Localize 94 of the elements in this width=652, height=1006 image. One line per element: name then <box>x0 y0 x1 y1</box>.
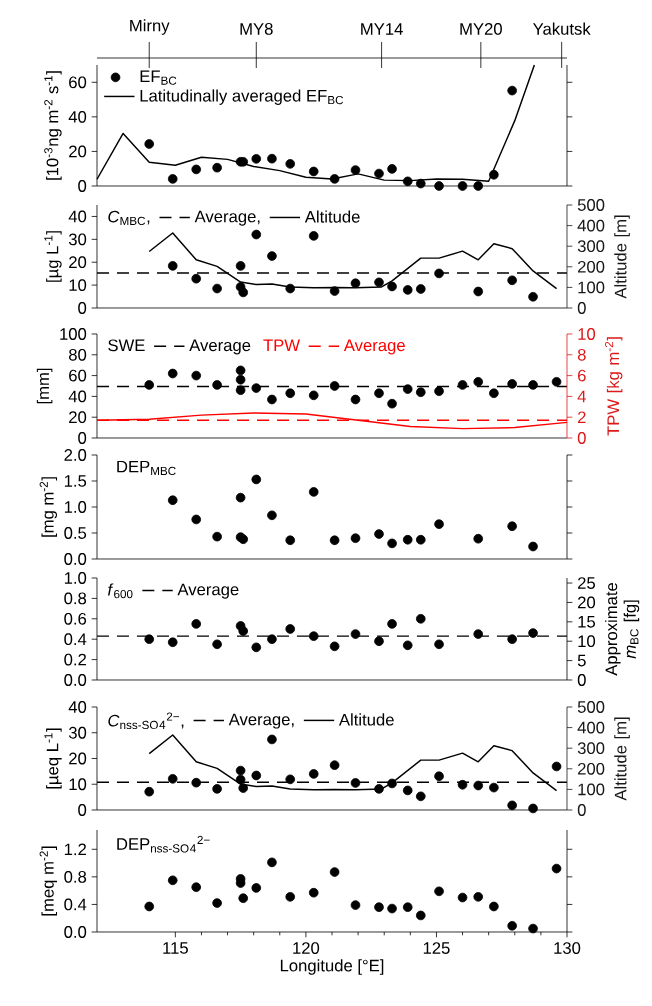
y2-axis-title: Altitude [m] <box>614 717 630 801</box>
y-tick-label: 0.6 <box>64 612 87 625</box>
y2-tick-label: 0 <box>577 432 586 444</box>
y2-tick-label: 20 <box>578 596 596 609</box>
y2-tick-label: 200 <box>578 762 605 775</box>
y2-tick-label: 0 <box>577 302 586 314</box>
y2-tick-label: 15 <box>578 616 596 628</box>
y-axis-title: [µg L$^{-1}$] <box>44 231 62 282</box>
legend-label: Latitudinally averaged EF$_{BC}$ <box>140 89 344 105</box>
y-axis-title: [µeq L$^{-1}$] <box>44 728 62 789</box>
y2-tick-label: 100 <box>578 783 605 796</box>
y-tick-label: 0.5 <box>64 527 87 539</box>
y2-tick-label: 400 <box>577 721 605 734</box>
y-tick-label: 40 <box>68 110 87 123</box>
y-tick-label: 100 <box>60 328 87 340</box>
y-tick-label: 0.0 <box>64 674 87 686</box>
y-tick-label: 40 <box>68 210 87 223</box>
y2-tick-label: 10 <box>578 328 596 340</box>
annotation: Mirny <box>130 19 170 35</box>
x-tick-label: 120 <box>293 942 320 954</box>
y-tick-label: 0.0 <box>64 553 87 565</box>
legend-label: Average, <box>228 713 294 729</box>
text: TPW <box>263 339 300 351</box>
series-label: SWE <box>108 339 145 352</box>
y-tick-label: 20 <box>69 256 87 269</box>
y-tick-label: 0 <box>78 804 87 816</box>
y-tick-label: 20 <box>69 411 87 424</box>
y-tick-label: 30 <box>68 233 87 246</box>
annotation: MY8 <box>240 23 273 35</box>
y2-tick-label: 8 <box>577 348 586 361</box>
y-tick-label: 0.8 <box>64 592 87 605</box>
y2-tick-label: 10 <box>578 635 596 648</box>
y-tick-label: 1.0 <box>64 501 87 513</box>
y-tick-label: 1.5 <box>64 475 87 487</box>
chart-title: C$_{MBC}$, <box>108 210 150 226</box>
y2-tick-label: 200 <box>578 260 605 273</box>
legend-label: Average <box>177 583 239 599</box>
y2-tick-label: 6 <box>578 369 586 382</box>
y-tick-label: 40 <box>68 701 87 713</box>
y-tick-label: 60 <box>69 369 87 382</box>
y-tick-label: 10 <box>69 778 87 791</box>
y2-tick-label: 100 <box>578 281 605 294</box>
annotation: MY20 <box>460 23 502 35</box>
y2-tick-label: 0 <box>577 674 586 686</box>
y-tick-label: 20 <box>69 752 87 765</box>
legend-label: Altitude <box>304 210 360 223</box>
legend-label: Altitude <box>338 713 394 726</box>
y-tick-label: 0.4 <box>64 633 87 646</box>
legend-label: Average, <box>194 210 260 226</box>
x-tick-label: 125 <box>423 942 450 954</box>
y2-tick-label: 2 <box>578 411 586 424</box>
y2-tick-label: 5 <box>577 654 586 667</box>
y-tick-label: 0 <box>78 302 87 314</box>
y2-tick-label: 0 <box>577 804 586 816</box>
y-tick-label: 0.2 <box>64 653 86 666</box>
x-axis-title: Longitude [°E] <box>280 959 384 975</box>
y2-tick-label: 400 <box>577 219 605 232</box>
y2-tick-label: 500 <box>577 199 605 211</box>
y-tick-label: 0.4 <box>64 898 87 911</box>
legend-label: Average <box>189 339 251 355</box>
y-tick-label: 40 <box>68 390 87 403</box>
x-tick-label: 130 <box>554 942 581 954</box>
y2-tick-label: 25 <box>578 577 596 589</box>
y-tick-label: 1.0 <box>64 572 87 584</box>
y-tick-label: 60 <box>69 76 87 89</box>
y-tick-label: 0 <box>78 180 87 192</box>
y-tick-label: 0 <box>78 432 87 444</box>
y-tick-label: 0.8 <box>64 870 87 883</box>
y-tick-label: 2.0 <box>64 449 87 461</box>
y2-tick-label: 500 <box>577 701 605 713</box>
y-tick-label: 20 <box>69 145 87 158</box>
chart-title: DEP$_{MBC}$ <box>117 460 176 476</box>
y2-tick-label: 300 <box>577 240 605 253</box>
annotation: MY14 <box>361 23 403 35</box>
legend-label: EF$_{BC}$ <box>140 70 177 85</box>
y-tick-label: 30 <box>68 726 87 739</box>
y2-axis-title: Altitude [m] <box>614 215 630 299</box>
y-tick-label: 10 <box>69 279 87 292</box>
chart-title: C$_{nss-SO4}$$^{2−}$, <box>108 712 184 730</box>
y-axis-title: [10$^{-3}$ng m$^{-2}$ s$^{-1}$] <box>44 71 62 180</box>
chart-title: f$_{600}$ <box>107 583 133 599</box>
x-tick-label: 115 <box>163 942 188 954</box>
y2-axis-title: TPW [kg m$^{-2}$] <box>604 337 623 436</box>
y-axis-title: [meq m$^{-2}$] <box>39 846 58 916</box>
y-axis-title: [mg m$^{-2}$] <box>39 477 58 537</box>
y-tick-label: 0.0 <box>64 926 87 938</box>
legend-label: Average <box>343 339 405 355</box>
y2-tick-label: 300 <box>577 742 605 755</box>
y-axis-title: [mm] <box>36 368 53 404</box>
text: Yakutsk <box>533 22 591 35</box>
y2-tick-label: 4 <box>577 390 586 403</box>
y-tick-label: 1.2 <box>64 843 86 856</box>
chart-title: DEP$_{nss-SO4}$2− <box>117 835 210 853</box>
y-tick-label: 80 <box>69 348 87 361</box>
